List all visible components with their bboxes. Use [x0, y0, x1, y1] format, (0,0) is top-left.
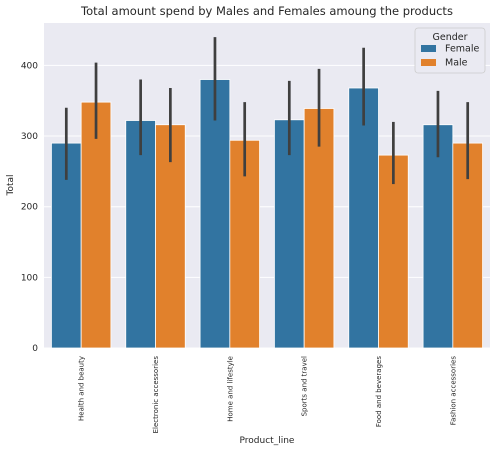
x-tick-label: Health and beauty	[78, 356, 86, 421]
y-axis-ticks: 0 100 200 300 400	[21, 61, 38, 354]
x-tick-label: Food and beverages	[375, 356, 383, 428]
x-tick-label: Sports and travel	[301, 356, 309, 416]
bar-male-0	[80, 101, 112, 349]
plot-background	[44, 23, 490, 348]
bar-male-3	[303, 108, 335, 349]
legend-swatch-female	[421, 45, 436, 52]
legend-title: Gender	[432, 32, 467, 43]
x-tick-label: Fashion accessories	[449, 356, 457, 426]
y-tick-label: 300	[21, 132, 38, 142]
bars	[51, 79, 483, 349]
legend-label-male: Male	[445, 58, 468, 69]
bar-female-1	[125, 120, 156, 349]
bar-female-5	[422, 124, 454, 349]
y-axis-label: Total	[6, 174, 16, 196]
y-tick-label: 100	[21, 273, 38, 283]
legend-label-female: Female	[445, 44, 480, 55]
x-tick-label: Home and lifestyle	[226, 356, 234, 422]
grid-lines	[44, 64, 490, 349]
y-tick-label: 200	[21, 203, 38, 213]
y-tick-label: 400	[21, 61, 38, 71]
legend-swatch-male	[421, 59, 436, 66]
x-axis-ticks: Health and beauty Electronic accessories H…	[78, 356, 458, 434]
x-tick-label: Electronic accessories	[152, 356, 160, 434]
x-axis-label: Product_line	[240, 436, 295, 446]
chart-title: Total amount spend by Males and Females …	[80, 4, 453, 18]
legend: Gender Female Male	[414, 27, 486, 74]
y-tick-label: 0	[32, 344, 38, 354]
bar-female-4	[348, 87, 379, 349]
bar-male-4	[378, 154, 409, 349]
error-bars	[64, 37, 470, 185]
